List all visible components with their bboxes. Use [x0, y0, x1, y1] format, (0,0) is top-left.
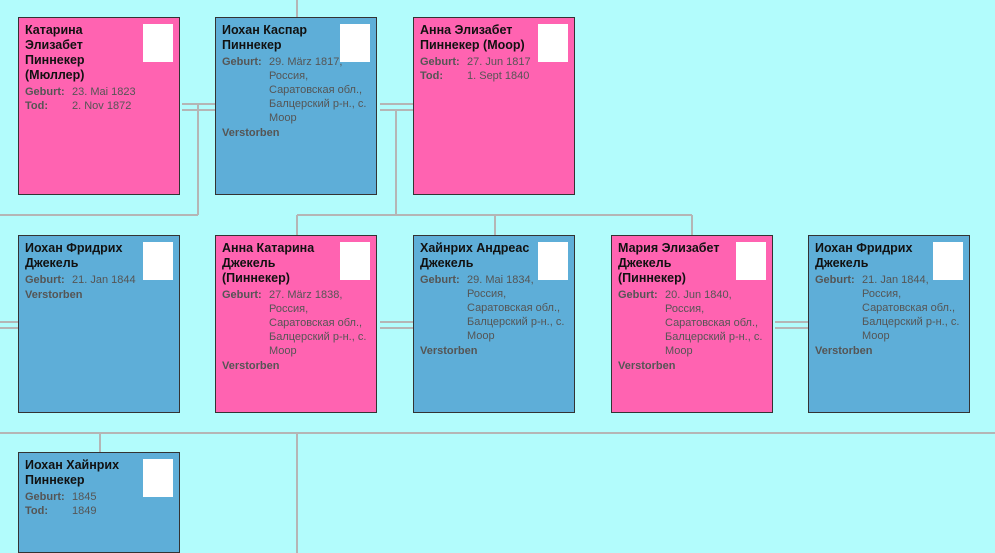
person-card[interactable]: Мария Элизабет Джекель (Пиннекер) Geburt:…	[611, 235, 773, 413]
fact-label: Tod:	[420, 70, 444, 82]
fact-row: Tod: 1. Sept 1840	[420, 69, 568, 83]
photo-placeholder	[340, 242, 370, 280]
photo-placeholder	[736, 242, 766, 280]
fact-value: 29. März 1817, Россия, Саратовская обл.,…	[269, 56, 367, 124]
person-name: Мария Элизабет Джекель (Пиннекер)	[618, 241, 720, 285]
person-card[interactable]: Иохан Каспар Пиннекер Geburt: 29. März 181…	[215, 17, 377, 195]
fact-row: Geburt: 27. Jun 1817	[420, 55, 568, 69]
person-card[interactable]: Иохан Фридрих Джекель Geburt: 21. Jan 1844…	[808, 235, 970, 413]
fact-value: 23. Mai 1823	[72, 86, 136, 98]
person-card[interactable]: Анна Элизабет Пиннекер (Моор) Geburt: 27. …	[413, 17, 575, 195]
person-card[interactable]: Иохан Хайнрих Пиннекер Geburt: 1845 Tod: 184…	[18, 452, 180, 553]
fact-label: Geburt:	[25, 274, 65, 286]
photo-placeholder	[538, 24, 568, 62]
fact-row: Geburt: 29. März 1817, Россия, Саратовска…	[222, 55, 370, 125]
person-card[interactable]: Хайнрих Андреас Джекель Geburt: 29. Mai 18…	[413, 235, 575, 413]
photo-placeholder	[933, 242, 963, 280]
person-name: Анна Элизабет Пиннекер (Моор)	[420, 23, 525, 52]
fact-value: 21. Jan 1844, Россия, Саратовская обл., …	[862, 274, 960, 342]
person-name: Иохан Фридрих Джекель	[815, 241, 913, 270]
person-name: Иохан Каспар Пиннекер	[222, 23, 308, 52]
photo-placeholder	[538, 242, 568, 280]
person-card[interactable]: Катарина Элизабет Пиннекер (Мюллер) Gebur…	[18, 17, 180, 195]
fact-row: Geburt: 29. Mai 1834, Россия, Саратовская…	[420, 273, 568, 343]
photo-placeholder	[143, 459, 173, 497]
status: Verstorben	[420, 345, 478, 357]
fact-label: Geburt:	[420, 56, 460, 68]
fact-value: 29. Mai 1834, Россия, Саратовская обл., …	[467, 274, 565, 342]
person-card[interactable]: Анна Катарина Джекель (Пиннекер) Geburt: 2…	[215, 235, 377, 413]
photo-placeholder	[340, 24, 370, 62]
fact-value: 21. Jan 1844	[72, 274, 136, 286]
fact-value: 27. März 1838, Россия, Саратовская обл.,…	[269, 289, 367, 357]
photo-placeholder	[143, 242, 173, 280]
fact-label: Geburt:	[222, 56, 262, 68]
person-card[interactable]: Иохан Фридрих Джекель Geburt: 21. Jan 1844…	[18, 235, 180, 413]
fact-label: Geburt:	[25, 491, 65, 503]
person-name: Иохан Хайнрих Пиннекер	[25, 458, 120, 487]
fact-value: 1849	[72, 505, 97, 517]
status: Verstorben	[815, 345, 873, 357]
fact-label: Geburt:	[815, 274, 855, 286]
fact-value: 20. Jun 1840, Россия, Саратовская обл., …	[665, 289, 763, 357]
fact-row: Geburt: 21. Jan 1844, Россия, Саратовская…	[815, 273, 963, 343]
status: Verstorben	[222, 127, 280, 139]
status: Verstorben	[618, 360, 676, 372]
person-name: Катарина Элизабет Пиннекер (Мюллер)	[25, 23, 85, 82]
status: Verstorben	[25, 289, 83, 301]
fact-label: Tod:	[25, 505, 49, 517]
fact-row: Geburt: 1845	[25, 490, 173, 504]
photo-placeholder	[143, 24, 173, 62]
fact-label: Tod:	[25, 100, 49, 112]
fact-label: Geburt:	[222, 289, 262, 301]
fact-value: 27. Jun 1817	[467, 56, 531, 68]
fact-value: 1845	[72, 491, 97, 503]
fact-row: Tod: 1849	[25, 504, 173, 518]
fact-row: Geburt: 27. März 1838, Россия, Саратовска…	[222, 288, 370, 358]
fact-row: Geburt: 23. Mai 1823	[25, 85, 173, 99]
person-name: Хайнрих Андреас Джекель	[420, 241, 530, 270]
person-name: Иохан Фридрих Джекель	[25, 241, 123, 270]
fact-value: 1. Sept 1840	[467, 70, 530, 82]
status: Verstorben	[222, 360, 280, 372]
fact-label: Geburt:	[420, 274, 460, 286]
fact-row: Geburt: 21. Jan 1844	[25, 273, 173, 287]
fact-value: 2. Nov 1872	[72, 100, 132, 112]
person-name: Анна Катарина Джекель (Пиннекер)	[222, 241, 315, 285]
fact-row: Geburt: 20. Jun 1840, Россия, Саратовская…	[618, 288, 766, 358]
fact-label: Geburt:	[25, 86, 65, 98]
fact-row: Tod: 2. Nov 1872	[25, 99, 173, 113]
fact-label: Geburt:	[618, 289, 658, 301]
